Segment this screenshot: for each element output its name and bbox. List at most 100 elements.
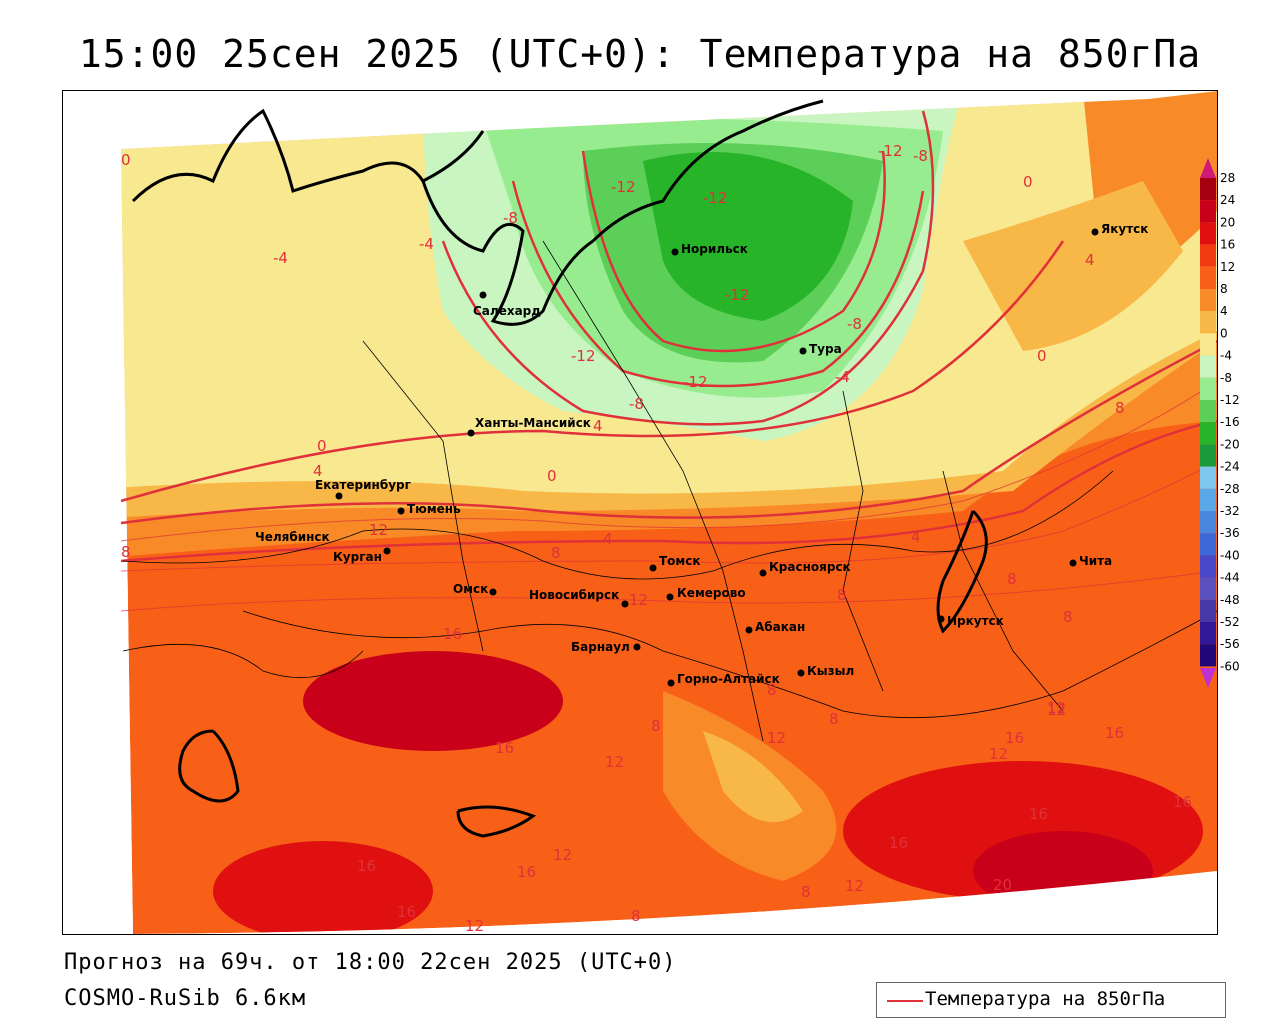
colorbar-tick-label: 0 [1220,326,1228,340]
isotherm-label: 12 [605,753,624,771]
city-label: Екатеринбург [315,478,411,492]
map-frame: Салехард Норильск Тура Якутск Ханты-Манс… [62,90,1218,935]
colorbar-block [1200,377,1216,400]
city-irkutsk: Иркутск [937,614,1004,628]
colorbar-tick-label: -52 [1220,615,1240,629]
city-label: Курган [333,550,382,564]
city-label: Ханты-Мансийск [475,416,591,430]
isotherm-label: 8 [1063,608,1073,626]
isotherm-label: 16 [397,903,416,921]
forecast-info: Прогноз на 69ч. от 18:00 22сен 2025 (UTC… [64,950,677,975]
isotherm-label: -12 [703,189,728,207]
colorbar-ticks: 28 24 20 16 12 8 4 0 -4 -8 -12 -16 -20 -24 -28 -32 -36 -4… [1220,171,1240,673]
colorbar-block [1200,200,1216,223]
model-name: COSMO-RuSib 6.6км [64,986,307,1011]
city-tyumen: Тюмень [397,502,461,516]
city-chita: Чита [1069,554,1112,568]
region-borders [122,240,1217,742]
city-label: Тюмень [407,502,461,516]
colorbar-tick-label: 4 [1220,304,1228,318]
city-tura: Тура [799,342,842,356]
isotherm-label: 4 [313,462,323,480]
isotherm-label: 16 [1105,724,1124,742]
colorbar-block [1200,622,1216,645]
city-label: Горно-Алтайск [677,672,780,686]
isotherm-label: 4 [603,530,613,548]
colorbar-tick-label: -32 [1220,504,1240,518]
isotherm-label: 4 [1085,251,1095,269]
colorbar-tick-label: -60 [1220,659,1240,673]
colorbar-block [1200,511,1216,534]
isotherm-label: 0 [1023,173,1033,191]
city-label: Кызыл [807,664,854,678]
city-khanty-mansiysk: Ханты-Мансийск [467,416,591,437]
colorbar-tick-label: -16 [1220,415,1240,429]
city-yakutsk: Якутск [1091,222,1148,236]
isotherm-label: -8 [629,395,644,413]
colorbar-tick-label: -48 [1220,593,1240,607]
colorbar-block [1200,599,1216,622]
colorbar-tick-label: -12 [1220,393,1240,407]
isotherm-label: 16 [357,857,376,875]
isotherm-label: 4 [593,417,603,435]
colorbar-top-arrow [1200,158,1216,178]
isotherm-label: -4 [273,249,288,267]
city-label: Кемерово [677,586,746,600]
colorbar-tick-label: 8 [1220,282,1228,296]
city-label: Томск [659,554,701,568]
isotherm-label: 0 [317,437,327,455]
coastlines [131,99,988,838]
isotherm-label: -12 [878,142,903,160]
colorbar-block [1200,533,1216,556]
isotherm-label: 12 [989,745,1008,763]
isotherm-label: 16 [1005,729,1024,747]
city-kurgan: Курган [333,547,391,564]
isotherm-label: 8 [767,681,777,699]
isotherm-label: 12 [629,591,648,609]
city-label: Иркутск [947,614,1004,628]
colorbar-tick-label: 12 [1220,260,1235,274]
colorbar-tick-label: -20 [1220,437,1240,451]
isotherm-label: 4 [911,528,921,546]
colorbar-block [1200,333,1216,356]
colorbar-block [1200,289,1216,312]
isotherm-label: -12 [725,286,750,304]
isotherm-label: 12 [369,521,388,539]
isotherm-label: 16 [1173,793,1192,811]
city-label: Новосибирск [529,588,619,602]
isotherm-label: 16 [517,863,536,881]
colorbar-tick-label: -24 [1220,460,1240,474]
colorbar-block [1200,355,1216,378]
isotherm-label: 12 [767,729,786,747]
city-label: Омск [453,582,488,596]
isotherm-lines [120,110,1217,563]
colorbar-tick-label: -44 [1220,571,1240,585]
isotherm-label: 12 [1047,699,1066,717]
colorbar-tick-label: -28 [1220,482,1240,496]
city-label: Салехард [473,304,541,318]
city-label: Челябинск [255,530,330,544]
isotherm-label: 8 [829,710,839,728]
colorbar-block [1200,644,1216,667]
city-kyzyl: Кызыл [797,664,854,678]
colorbar-block [1200,488,1216,511]
isotherm-label: 16 [443,625,462,643]
colorbar-tick-label: 16 [1220,238,1235,252]
isotherm-labels: 0 -4 -8 -12 -12 -12 -8 -12 -12 -12 -8 -4… [121,142,1192,934]
map-title: 15:00 25сен 2025 (UTC+0): Температура на… [78,32,1202,76]
legend-line [887,1000,923,1002]
city-abakan: Абакан [745,620,805,634]
isotherm-label: 8 [551,544,561,562]
isotherm-label: 12 [845,877,864,895]
colorbar-blocks [1200,178,1216,667]
city-label: Тура [809,342,842,356]
isotherm-label: 8 [631,907,641,925]
isotherm-label: -4 [419,235,434,253]
city-label: Абакан [755,620,805,634]
colorbar-block [1200,422,1216,445]
colorbar-block [1200,311,1216,334]
city-markers: Салехард Норильск Тура Якутск Ханты-Манс… [255,222,1148,687]
isotherm-label: -12 [571,347,596,365]
colorbar-block [1200,222,1216,245]
isotherm-label: 8 [651,717,661,735]
